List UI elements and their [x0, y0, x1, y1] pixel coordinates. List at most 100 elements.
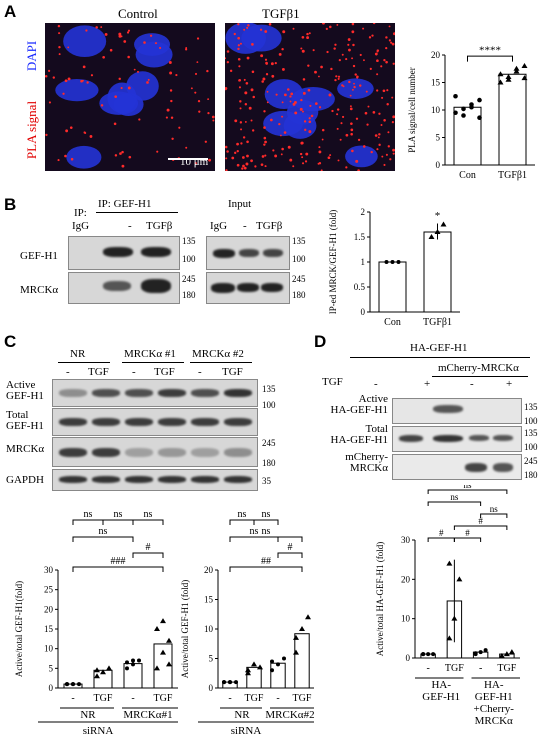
- pla-dot: [154, 42, 158, 45]
- pla-dot: [329, 154, 332, 157]
- d-mw-135: 135: [524, 402, 538, 412]
- pla-dot: [320, 169, 323, 171]
- pla-dot: [287, 88, 290, 91]
- sig-bracket: [467, 55, 513, 62]
- y-tick-label: 0.5: [354, 282, 366, 292]
- sig-label: ****: [479, 44, 501, 56]
- pla-dot: [83, 131, 86, 134]
- data-point: [100, 669, 106, 675]
- pla-dot: [301, 162, 305, 165]
- pla-dot: [263, 143, 266, 146]
- pla-dot: [196, 61, 199, 64]
- pla-dot: [229, 69, 233, 73]
- data-point: [521, 75, 528, 81]
- data-point: [228, 680, 232, 685]
- pla-dot: [234, 151, 237, 155]
- pla-dot: [165, 116, 168, 119]
- group-nr-line: [58, 362, 110, 363]
- pla-dot: [318, 75, 320, 78]
- pla-dot: [233, 32, 236, 36]
- sig-label: #: [146, 542, 151, 553]
- pla-dot: [376, 89, 379, 92]
- y-tick-label: 0: [406, 653, 411, 663]
- blot-band: [59, 389, 87, 397]
- pla-dot: [264, 154, 267, 157]
- pla-dot: [306, 36, 310, 40]
- pla-dot: [238, 65, 241, 68]
- pla-dot: [345, 133, 349, 137]
- y-tick-label: 15: [204, 595, 214, 605]
- c-mw-180: 180: [262, 458, 276, 468]
- y-tick-label: 20: [44, 604, 54, 614]
- pla-dot: [283, 131, 287, 134]
- pla-dot: [242, 164, 245, 168]
- pla-dot: [386, 103, 389, 106]
- d-mw-245: 245: [524, 456, 538, 466]
- mw-ip-135: 135: [182, 236, 196, 246]
- bar: [423, 231, 452, 313]
- pla-dot: [236, 150, 239, 153]
- pla-dot: [48, 101, 51, 104]
- pla-dot: [345, 58, 348, 61]
- pla-dot: [337, 75, 341, 78]
- pla-dot: [250, 159, 253, 163]
- c-row-total-2: GEF-H1: [6, 420, 44, 432]
- sig-label: ns: [250, 526, 259, 537]
- pla-dot: [320, 65, 323, 69]
- pla-dot: [308, 120, 312, 124]
- pla-dot: [120, 86, 123, 90]
- sig-bracket: [480, 513, 508, 518]
- pla-dot: [318, 162, 322, 165]
- pla-dot: [69, 126, 73, 129]
- pla-dot: [159, 46, 162, 49]
- data-point: [106, 665, 112, 671]
- pla-dot: [349, 94, 352, 97]
- pla-dot: [372, 23, 376, 25]
- nucleus: [66, 145, 102, 169]
- pla-dot: [339, 138, 342, 141]
- pla-dot: [357, 169, 360, 171]
- nucleus: [263, 110, 304, 137]
- x-tick-label: -: [479, 663, 482, 674]
- data-point: [131, 658, 135, 663]
- pla-dot: [113, 122, 117, 126]
- data-point: [154, 626, 160, 631]
- data-point: [305, 614, 311, 620]
- chart-d: 0 10 20 30 Active/total HA-GEF-H1 (fold) - TGF…: [375, 485, 520, 727]
- row-mrcka: MRCKα: [20, 284, 59, 296]
- data-point: [77, 682, 81, 687]
- pla-dot: [82, 65, 86, 69]
- pla-dot: [243, 78, 246, 81]
- sig-label: ns: [114, 509, 123, 520]
- pla-dot: [378, 112, 381, 115]
- chart-b: 0 0.5 1 1.5 2 IP-ed MRCK/GEF-H1 (fold) Con TGFβ…: [328, 207, 460, 328]
- pla-dot: [250, 119, 253, 122]
- data-point: [513, 65, 520, 71]
- pla-dot: [278, 122, 281, 126]
- group-mrck2-line: [190, 362, 252, 363]
- pla-dot: [387, 131, 390, 134]
- pla-dot: [328, 93, 332, 97]
- blot-b-input-gef: [206, 236, 290, 270]
- pla-dot: [351, 57, 354, 60]
- pla-dot: [299, 152, 303, 156]
- nucleus: [337, 78, 374, 99]
- panel-d-label: D: [314, 332, 327, 351]
- control-title: Control: [118, 6, 158, 21]
- pla-dot: [100, 26, 103, 29]
- data-point: [276, 662, 280, 667]
- data-point: [137, 658, 141, 663]
- pla-dot: [391, 96, 394, 99]
- chart-c1: 0 5 10 15 20 25 30 Active/total GEF-H1(fold) - TG…: [14, 509, 178, 737]
- x-tick-label: -: [426, 663, 429, 674]
- c-lane-6: TGF: [222, 366, 243, 378]
- data-point: [477, 115, 482, 120]
- sig-bracket: [132, 519, 164, 525]
- data-point: [453, 93, 458, 99]
- pla-dot: [245, 81, 249, 85]
- pla-dot: [334, 43, 337, 46]
- pla-dot: [226, 50, 230, 53]
- pla-dot: [351, 30, 355, 34]
- dapi-label: DAPI: [24, 40, 39, 72]
- pla-dot: [352, 43, 355, 47]
